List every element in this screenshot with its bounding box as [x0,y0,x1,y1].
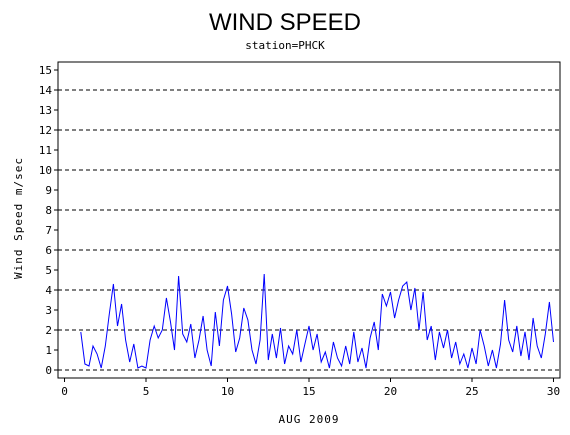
y-tick-label: 6 [45,244,52,257]
y-tick-label: 1 [45,344,52,357]
x-tick-label: 25 [465,385,478,398]
data-line [80,273,554,369]
y-tick-label: 2 [45,324,52,337]
y-tick-label: 13 [39,104,52,117]
y-tick-label: 5 [45,264,52,277]
y-tick-label: 7 [45,224,52,237]
y-axis-label: Wind Speed m/sec [12,157,25,279]
y-tick-label: 10 [39,164,52,177]
x-tick-label: 20 [384,385,397,398]
chart-subtitle: station=PHCK [245,39,325,52]
y-tick-label: 0 [45,364,52,377]
y-tick-label: 3 [45,304,52,317]
y-tick-label: 15 [39,64,52,77]
chart-title: WIND SPEED [209,9,361,36]
x-tick-label: 5 [143,385,150,398]
y-tick-label: 4 [45,284,52,297]
y-tick-label: 8 [45,204,52,217]
plot-frame [57,61,561,379]
y-tick-label: 12 [39,124,52,137]
x-tick-label: 15 [302,385,315,398]
x-tick-label: 0 [61,385,68,398]
y-tick-label: 9 [45,184,52,197]
x-axis-label: AUG 2009 [279,413,340,426]
x-tick-label: 30 [547,385,560,398]
y-tick-label: 11 [39,144,52,157]
y-tick-label: 14 [39,84,53,97]
x-tick-label: 10 [221,385,234,398]
